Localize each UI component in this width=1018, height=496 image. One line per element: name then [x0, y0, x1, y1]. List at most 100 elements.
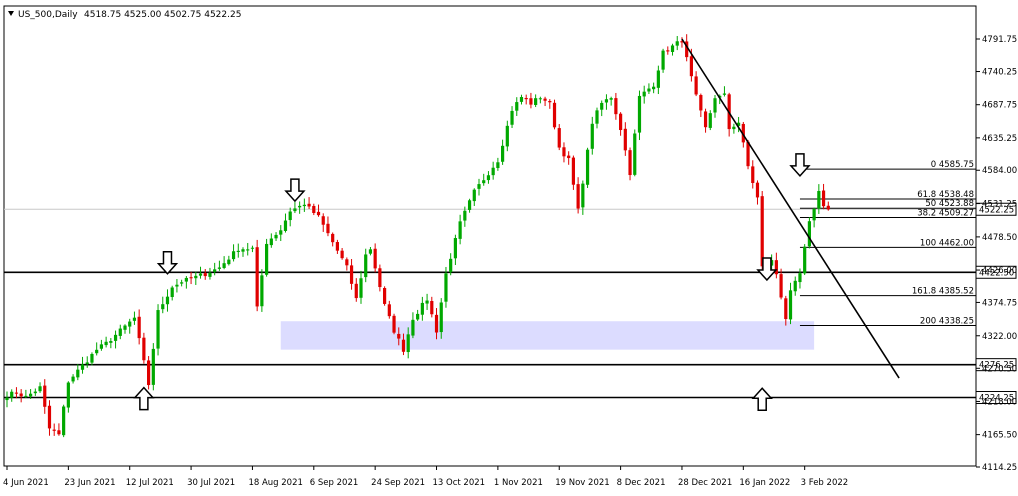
- candle-body: [123, 325, 127, 330]
- candle-body: [444, 273, 448, 302]
- candle-body: [680, 41, 684, 43]
- candle-body: [316, 211, 321, 216]
- candle-body: [76, 369, 80, 378]
- candle-body: [269, 238, 273, 246]
- candle-body: [557, 128, 561, 148]
- candle-body: [217, 267, 221, 269]
- fib-label: 50 4523.88: [925, 199, 974, 209]
- candle-body: [373, 248, 377, 269]
- y-tick-label: 4791.75: [982, 35, 1017, 45]
- candle-body: [534, 98, 538, 105]
- y-tick-label: 4165.50: [982, 431, 1017, 441]
- candle-body: [5, 397, 9, 401]
- candle-body: [784, 298, 788, 320]
- arrow-up-icon: [751, 387, 773, 412]
- candle-body: [227, 259, 231, 265]
- candle-body: [392, 315, 396, 333]
- candle-body: [619, 113, 623, 131]
- y-tick-label: 4322.00: [982, 332, 1017, 342]
- candle-body: [24, 395, 28, 397]
- candle-body: [345, 259, 349, 266]
- x-tick-label: 4 Jun 2021: [3, 478, 49, 488]
- candle-body: [293, 208, 297, 212]
- triangle-down-icon[interactable]: [8, 11, 14, 16]
- candle-body: [463, 210, 467, 221]
- level-label-box: [975, 265, 1017, 279]
- trendline: [681, 38, 900, 379]
- candle-body: [609, 98, 613, 100]
- candle-body: [652, 86, 656, 90]
- y-tick-label: 4584.00: [982, 166, 1017, 176]
- candle-body: [397, 333, 401, 339]
- candle-body: [515, 102, 519, 111]
- arrow-down-icon: [756, 257, 778, 282]
- candle-body: [236, 250, 240, 252]
- candle-body: [222, 263, 226, 268]
- candle-body: [109, 341, 113, 343]
- candle-body: [147, 360, 151, 386]
- candle-body: [38, 386, 42, 392]
- candle-body: [637, 95, 642, 133]
- candle-body: [170, 287, 174, 298]
- candle-body: [666, 50, 670, 52]
- candle-body: [161, 304, 165, 310]
- candle-body: [685, 41, 689, 58]
- candle-body: [477, 184, 481, 189]
- candle-body: [203, 273, 207, 277]
- candle-body: [260, 275, 264, 307]
- x-tick-label: 8 Dec 2021: [617, 478, 666, 488]
- candle-body: [774, 260, 778, 275]
- candle-body: [751, 166, 755, 183]
- candle-body: [713, 98, 717, 113]
- candle-body: [57, 430, 61, 435]
- symbol-label: US_500,Daily: [18, 10, 78, 20]
- candle-body: [519, 97, 524, 102]
- y-tick-label: 4740.25: [982, 68, 1017, 78]
- candle-body: [231, 251, 236, 260]
- support-zone-rect: [280, 321, 815, 350]
- candle-body: [265, 243, 269, 275]
- candle-body: [647, 88, 651, 92]
- candle-body: [585, 149, 590, 185]
- candle-body: [510, 110, 514, 125]
- candle-body: [760, 196, 764, 267]
- candle-body: [175, 284, 179, 287]
- candle-body: [387, 304, 391, 317]
- candle-body: [642, 91, 646, 97]
- candle-body: [633, 133, 637, 175]
- candle-body: [689, 56, 693, 77]
- candle-body: [151, 348, 155, 385]
- candle-body: [453, 238, 457, 259]
- candle-body: [434, 314, 439, 333]
- candle-body: [439, 302, 443, 333]
- candle-body: [482, 180, 486, 184]
- candle-body: [581, 183, 585, 208]
- x-tick-label: 18 Aug 2021: [248, 478, 302, 488]
- candle-body: [741, 123, 745, 143]
- candle-body: [326, 223, 330, 234]
- y-tick-label: 4426.00: [982, 266, 1017, 276]
- candle-body: [283, 220, 288, 231]
- candle-body: [29, 393, 33, 397]
- candle-body: [213, 269, 217, 272]
- candle-body: [383, 287, 387, 304]
- ohlc-label: 4518.75 4525.00 4502.75 4522.25: [84, 10, 241, 20]
- candle-body: [746, 141, 750, 167]
- candle-body: [472, 189, 476, 202]
- y-tick-label: 4270.50: [982, 364, 1017, 374]
- candle-body: [274, 234, 278, 239]
- current-price-box: [975, 202, 1017, 216]
- candle-body: [571, 157, 575, 185]
- candle-body: [562, 147, 566, 157]
- annotation-arrows: [133, 153, 811, 412]
- candle-body: [43, 385, 47, 407]
- candle-body: [623, 128, 627, 151]
- level-label: 4422.50: [979, 268, 1014, 278]
- candle-body: [99, 344, 103, 349]
- candle-body: [826, 205, 830, 210]
- candle-body: [798, 273, 802, 283]
- candle-body: [165, 296, 170, 305]
- price-axis: 4791.75 4740.25 4687.75 4635.25 4584.00 4531.…: [976, 35, 1017, 473]
